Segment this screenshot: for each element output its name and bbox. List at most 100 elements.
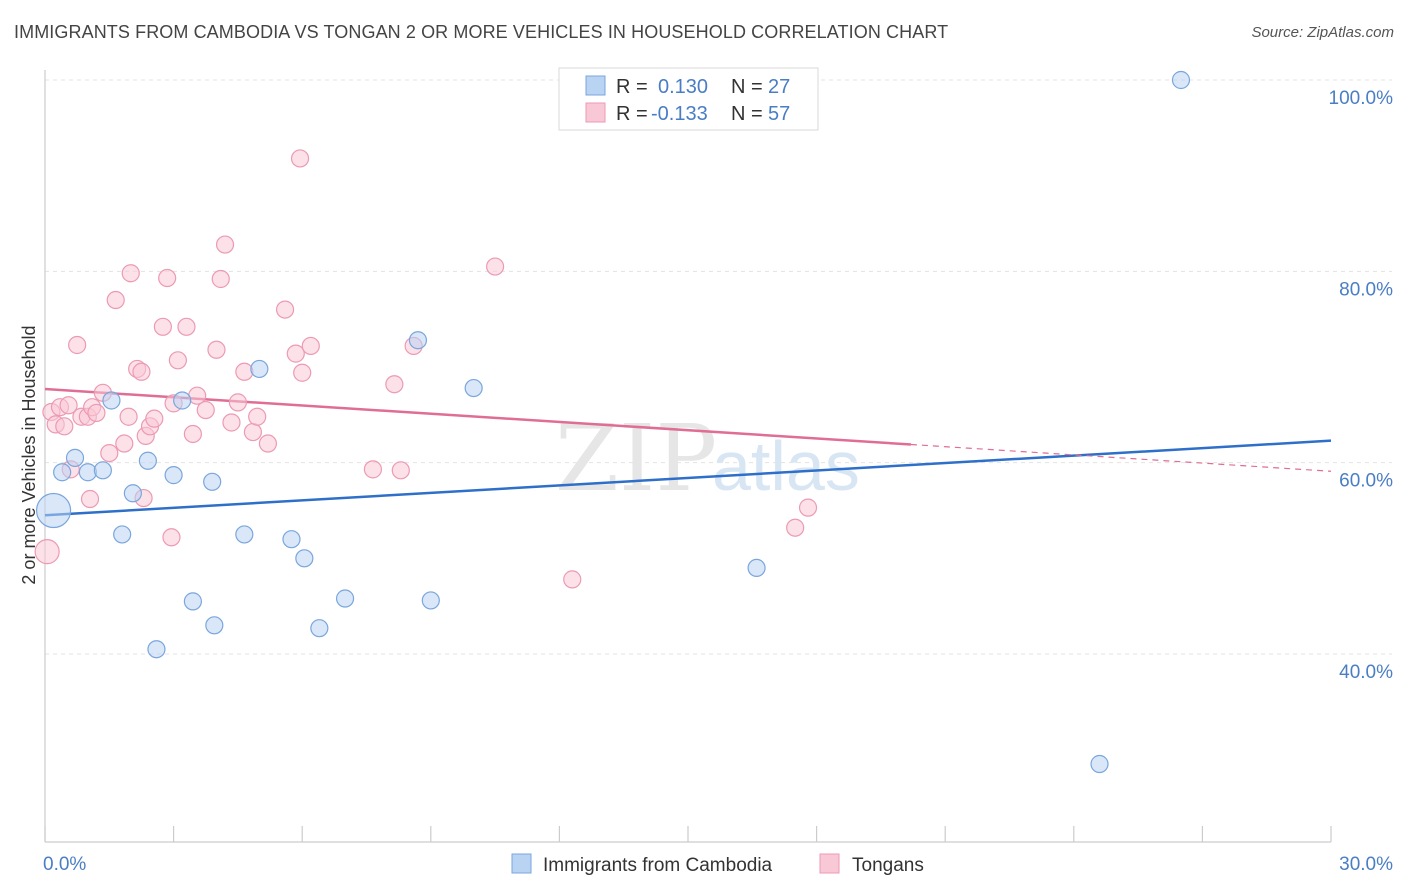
point-tongans-38 bbox=[228, 393, 247, 412]
point-tongans-36 bbox=[215, 235, 235, 254]
point-cambodia-22 bbox=[421, 591, 440, 610]
point-cambodia-8 bbox=[138, 451, 157, 470]
y-tick-label-3: 40.0% bbox=[1339, 662, 1393, 683]
legend-label-cambodia: Immigrants from Cambodia bbox=[543, 855, 773, 876]
stats-n-label-tongans: N = bbox=[731, 103, 763, 125]
point-tongans-49 bbox=[385, 375, 404, 394]
legend-swatch-tongans bbox=[819, 853, 840, 874]
tick-labels: 100.0% 80.0% 60.0% 40.0% 0.0% 30.0% bbox=[43, 88, 1393, 875]
y-axis-title: 2 or more Vehicles in Household bbox=[19, 325, 39, 584]
point-tongans-30 bbox=[177, 317, 196, 336]
stats-r-value-tongans: -0.133 bbox=[651, 103, 708, 125]
point-tongans-4 bbox=[55, 417, 74, 436]
point-tongans-54 bbox=[786, 518, 805, 537]
point-tongans-35 bbox=[211, 269, 230, 289]
trend-line-cambodia bbox=[44, 439, 1332, 517]
point-tongans-15 bbox=[106, 290, 125, 310]
point-tongans-47 bbox=[290, 149, 310, 168]
point-tongans-0 bbox=[34, 539, 60, 565]
stats-n-label-cambodia: N = bbox=[731, 76, 763, 98]
point-cambodia-12 bbox=[183, 592, 202, 611]
point-cambodia-24 bbox=[747, 558, 766, 578]
point-tongans-44 bbox=[286, 344, 305, 363]
point-cambodia-7 bbox=[123, 484, 142, 503]
point-tongans-16 bbox=[115, 434, 134, 453]
point-tongans-23 bbox=[145, 409, 164, 428]
point-cambodia-10 bbox=[164, 466, 183, 485]
point-tongans-25 bbox=[153, 317, 172, 336]
legend-label-tongans: Tongans bbox=[852, 855, 924, 876]
legend-swatch-cambodia bbox=[511, 853, 532, 874]
watermark-zip: ZIP bbox=[555, 405, 717, 512]
y-tick-label-1: 80.0% bbox=[1339, 279, 1393, 300]
point-tongans-12 bbox=[87, 403, 106, 423]
point-cambodia-6 bbox=[113, 525, 132, 544]
stats-swatch-tongans bbox=[585, 102, 606, 123]
point-tongans-7 bbox=[68, 335, 87, 355]
stats-n-value-tongans: 57 bbox=[768, 103, 790, 125]
point-tongans-20 bbox=[132, 362, 151, 381]
stats-r-label-cambodia: R = bbox=[616, 76, 648, 98]
point-tongans-18 bbox=[121, 264, 140, 283]
point-tongans-55 bbox=[798, 498, 818, 517]
y-tick-label-0: 100.0% bbox=[1329, 88, 1394, 109]
y-tick-label-2: 60.0% bbox=[1339, 471, 1393, 492]
point-cambodia-23 bbox=[464, 378, 483, 398]
point-cambodia-19 bbox=[310, 619, 329, 638]
point-tongans-17 bbox=[119, 407, 138, 426]
point-tongans-50 bbox=[391, 461, 410, 480]
stats-n-value-cambodia: 27 bbox=[768, 76, 790, 98]
stats-r-value-cambodia: 0.130 bbox=[658, 76, 708, 98]
point-tongans-31 bbox=[183, 424, 202, 444]
point-cambodia-9 bbox=[147, 640, 166, 659]
point-tongans-11 bbox=[80, 489, 100, 509]
axes bbox=[44, 70, 1332, 843]
point-cambodia-0 bbox=[35, 492, 72, 529]
point-tongans-5 bbox=[59, 396, 78, 415]
point-cambodia-21 bbox=[408, 331, 428, 350]
point-tongans-48 bbox=[363, 460, 383, 479]
legend: Immigrants from Cambodia Tongans bbox=[511, 853, 924, 876]
point-cambodia-1 bbox=[53, 463, 72, 482]
point-tongans-33 bbox=[196, 400, 215, 420]
point-cambodia-11 bbox=[173, 391, 192, 410]
point-cambodia-25 bbox=[1090, 754, 1109, 774]
stats-swatch-cambodia bbox=[585, 75, 606, 96]
stats-r-label-tongans: R = bbox=[616, 103, 648, 125]
point-tongans-39 bbox=[235, 362, 254, 381]
point-cambodia-26 bbox=[1171, 70, 1191, 90]
point-tongans-46 bbox=[301, 336, 320, 356]
point-cambodia-14 bbox=[205, 616, 224, 635]
point-cambodia-13 bbox=[203, 472, 222, 491]
point-tongans-53 bbox=[563, 570, 582, 589]
point-tongans-40 bbox=[243, 422, 263, 442]
trend-line-dashed-tongans bbox=[910, 443, 1332, 472]
scatter-points bbox=[34, 70, 1191, 774]
point-cambodia-20 bbox=[335, 589, 355, 608]
point-tongans-37 bbox=[222, 413, 241, 432]
point-tongans-43 bbox=[275, 300, 295, 319]
point-cambodia-5 bbox=[102, 391, 121, 410]
chart-title: IMMIGRANTS FROM CAMBODIA VS TONGAN 2 OR … bbox=[14, 22, 949, 42]
point-cambodia-16 bbox=[250, 359, 269, 379]
point-tongans-52 bbox=[486, 257, 505, 276]
chart-source: Source: ZipAtlas.com bbox=[1251, 24, 1394, 41]
point-tongans-14 bbox=[100, 444, 119, 463]
point-tongans-27 bbox=[162, 528, 181, 547]
point-cambodia-2 bbox=[65, 448, 85, 467]
point-cambodia-15 bbox=[235, 525, 254, 544]
point-tongans-29 bbox=[168, 351, 187, 370]
point-tongans-26 bbox=[158, 268, 177, 288]
watermark: ZIP atlas bbox=[555, 405, 860, 512]
point-cambodia-3 bbox=[78, 463, 97, 482]
point-cambodia-4 bbox=[93, 461, 112, 480]
x-tick-label-1: 30.0% bbox=[1339, 854, 1393, 875]
point-cambodia-18 bbox=[295, 549, 314, 568]
point-tongans-34 bbox=[207, 340, 226, 359]
point-cambodia-17 bbox=[282, 530, 301, 549]
stats-box: R = 0.130 N = 27 R = -0.133 N = 57 bbox=[558, 67, 819, 131]
x-tick-label-0: 0.0% bbox=[43, 854, 86, 875]
point-tongans-45 bbox=[293, 363, 312, 382]
point-tongans-42 bbox=[258, 434, 278, 453]
